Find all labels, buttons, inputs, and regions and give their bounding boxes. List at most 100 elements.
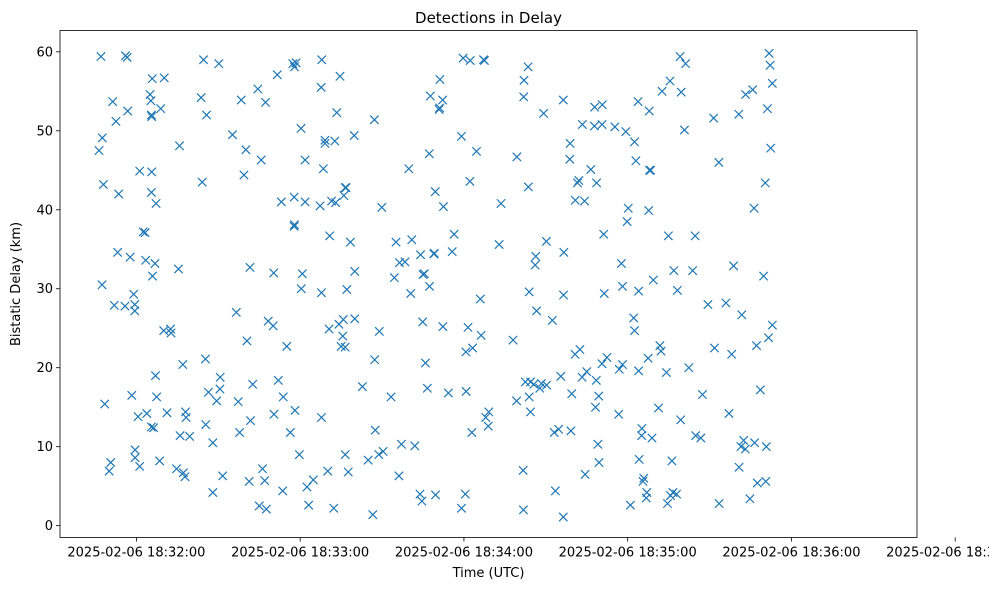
data-point [435,103,445,113]
data-point [273,375,283,385]
data-point [325,231,335,241]
data-point [339,190,349,201]
data-point [181,412,191,423]
data-point [709,113,719,123]
data-point [633,286,644,296]
data-point [669,265,679,276]
data-point [481,412,491,423]
data-point [558,290,569,300]
data-point [410,441,420,451]
data-point [236,95,246,105]
data-point [244,476,254,487]
data-point [430,186,440,197]
data-point [338,314,348,325]
data-point [751,340,762,351]
data-point [586,164,596,175]
data-point [647,433,657,443]
data-point [558,95,568,105]
data-point [663,231,673,241]
data-point [363,455,373,465]
data-point [465,55,475,66]
data-point [438,95,448,105]
data-point [415,489,425,499]
data-point [291,58,301,68]
data-point [418,317,428,327]
data-point [434,104,444,115]
data-point [369,115,380,125]
data-point [536,378,547,389]
data-point [645,165,656,175]
data-point [147,111,157,122]
data-point [622,216,632,227]
data-point [728,261,739,271]
x-tick-label: 2025-02-06 18:34:00 [395,546,533,561]
data-point [550,486,560,496]
data-point [589,121,600,131]
data-point [577,372,587,382]
data-point [634,454,644,464]
data-point [197,177,207,187]
data-point [260,97,271,107]
data-point [122,52,132,62]
data-point [518,505,529,515]
data-point [761,476,771,487]
data-point [531,306,542,316]
data-point [556,371,566,382]
x-tick-label: 2025-02-06 18:37:00 [886,546,989,561]
data-point [166,328,176,338]
data-point [691,431,701,441]
plot-frame [59,30,918,538]
data-point [696,433,706,443]
data-point [435,74,445,85]
data-point [156,104,166,114]
data-point [636,431,647,441]
data-point [357,382,368,392]
data-point [178,359,188,370]
data-point [690,231,700,241]
data-point [241,145,251,155]
data-point [672,285,682,295]
data-point [577,119,588,130]
data-point [130,445,140,455]
data-point [662,498,673,509]
data-point [340,449,350,460]
data-point [657,86,667,96]
data-point [530,260,540,270]
data-point [484,407,494,417]
data-point [114,189,124,199]
y-axis: 0 10 20 30 40 50 60 [36,45,60,534]
data-point [767,78,777,89]
data-point [724,408,734,419]
data-point [120,301,130,311]
data-point [602,352,612,363]
data-point [196,93,206,103]
data-point [703,299,713,310]
x-axis-label: Time (UTC) [452,566,525,581]
data-point [350,314,360,324]
data-point [296,284,306,294]
data-point [639,473,649,483]
data-point [154,456,165,466]
data-point [135,461,145,472]
data-point [559,247,569,258]
data-point [591,375,601,385]
data-point [140,228,150,238]
data-point [714,157,724,168]
plot-area [60,30,917,538]
data-point [370,355,380,365]
data-point [320,135,330,145]
data-point [338,331,348,341]
data-point [342,284,352,295]
data-point [760,178,770,188]
data-point [572,178,583,188]
data-point [580,469,590,479]
data-point [175,431,185,441]
data-point [648,275,658,285]
data-point [597,119,607,130]
data-point [590,102,600,112]
data-point [208,438,218,448]
data-point [531,251,541,261]
data-point [524,287,534,297]
data-point [594,391,604,401]
data-point [278,392,288,402]
